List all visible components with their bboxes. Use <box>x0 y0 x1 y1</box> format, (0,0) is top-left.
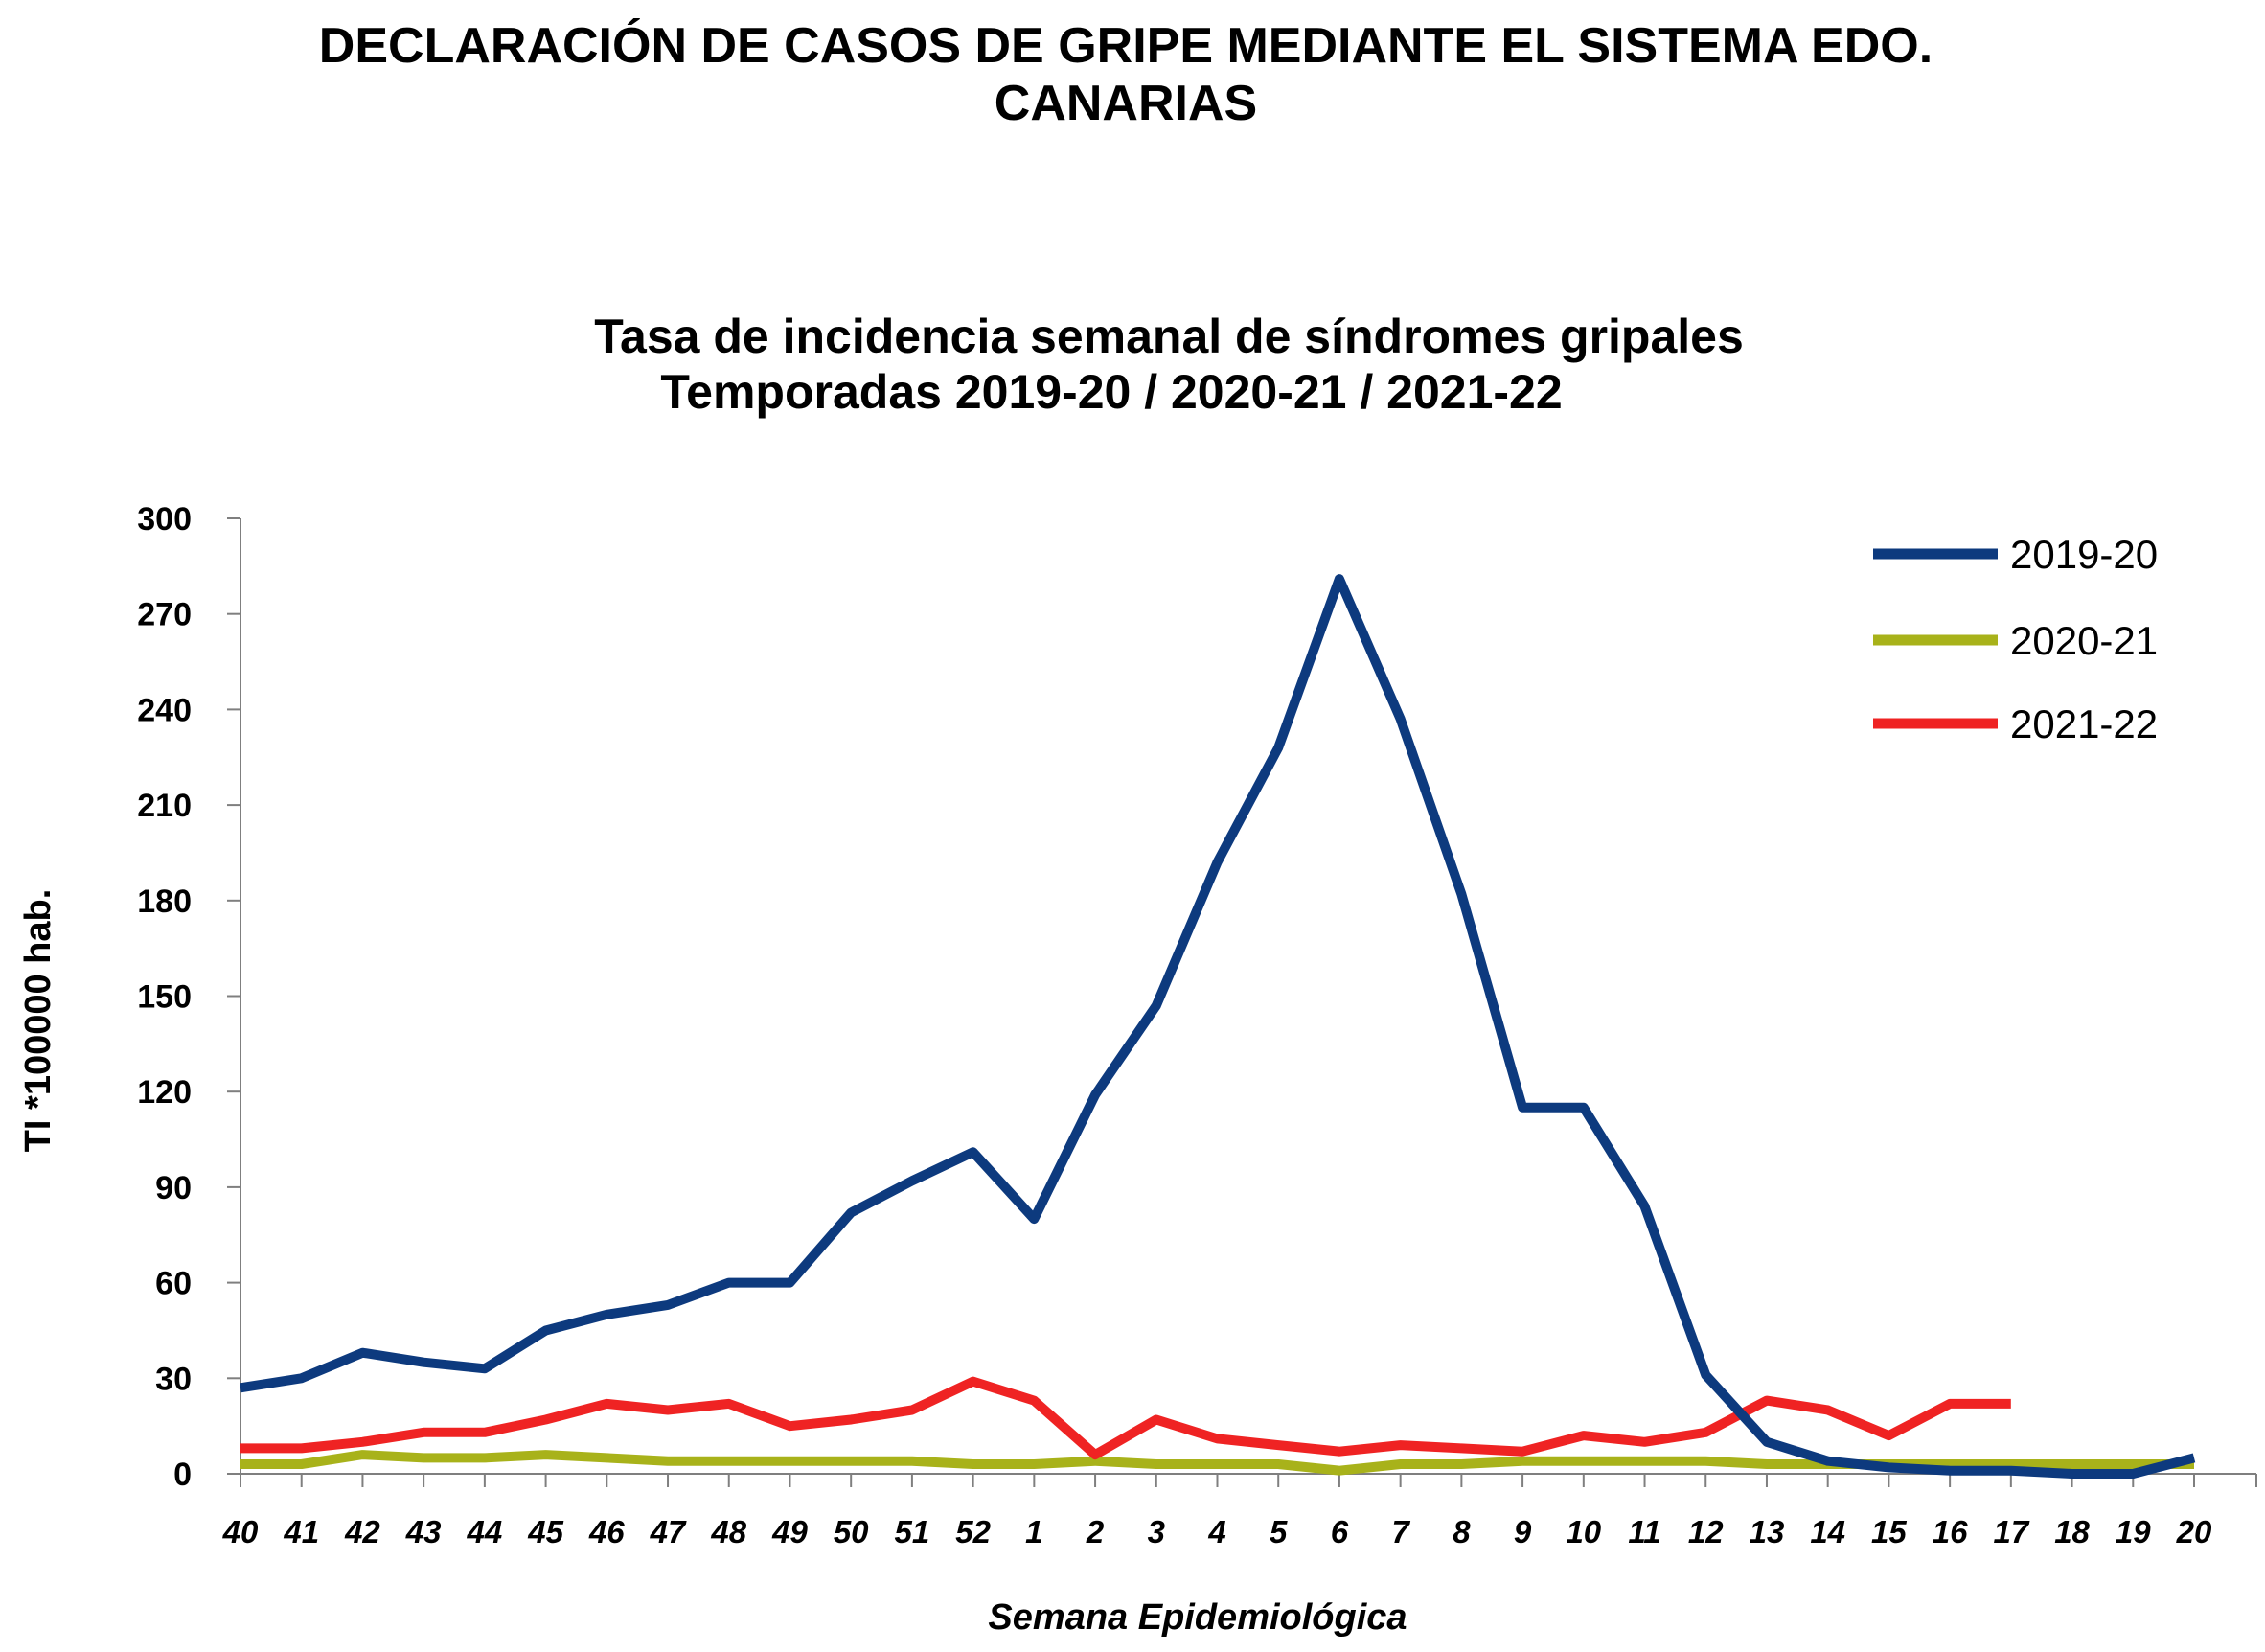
y-tick-label: 270 <box>137 597 192 633</box>
x-tick-label: 9 <box>1514 1514 1532 1549</box>
y-tick-label: 0 <box>173 1457 192 1493</box>
x-tick-label: 43 <box>405 1514 442 1549</box>
x-tick-label: 14 <box>1810 1514 1845 1549</box>
x-axis-label: Semana Epidemiológica <box>988 1597 1407 1638</box>
x-tick-label: 49 <box>771 1514 808 1549</box>
x-tick-label: 6 <box>1331 1514 1349 1549</box>
x-tick-label: 41 <box>283 1514 319 1549</box>
x-tick-label: 52 <box>955 1514 991 1549</box>
y-tick-label: 210 <box>137 788 192 824</box>
y-tick-label: 240 <box>137 692 192 728</box>
legend-label-2021-22: 2021-22 <box>2010 701 2158 746</box>
x-tick-label: 10 <box>1566 1514 1601 1549</box>
x-tick-label: 12 <box>1688 1514 1724 1549</box>
legend-label-2019-20: 2019-20 <box>2010 532 2158 577</box>
x-tick-label: 1 <box>1025 1514 1042 1549</box>
x-tick-label: 20 <box>2176 1514 2212 1549</box>
x-tick-label: 15 <box>1871 1514 1907 1549</box>
x-tick-label: 48 <box>710 1514 746 1549</box>
x-tick-label: 51 <box>895 1514 930 1549</box>
x-tick-label: 2 <box>1086 1514 1105 1549</box>
y-tick-label: 180 <box>137 883 192 920</box>
page-title: DECLARACIÓN DE CASOS DE GRIPE MEDIANTE E… <box>287 17 1964 132</box>
y-axis-label: TI *100000 hab. <box>18 889 58 1153</box>
x-tick-label: 17 <box>1993 1514 2029 1549</box>
chart-title: Tasa de incidencia semanal de síndromes … <box>594 310 1744 363</box>
y-tick-label: 120 <box>137 1074 192 1111</box>
y-tick-label: 300 <box>137 501 192 538</box>
page-title-line2: CANARIAS <box>994 76 1258 131</box>
x-tick-label: 45 <box>527 1514 563 1549</box>
x-tick-label: 13 <box>1750 1514 1785 1549</box>
y-tick-label: 90 <box>155 1170 192 1206</box>
x-tick-label: 16 <box>1933 1514 1968 1549</box>
x-tick-label: 19 <box>2116 1514 2151 1549</box>
x-tick-label: 7 <box>1391 1514 1410 1549</box>
page-title-line1: DECLARACIÓN DE CASOS DE GRIPE MEDIANTE E… <box>318 18 1933 74</box>
x-tick-label: 4 <box>1207 1514 1225 1549</box>
x-tick-label: 18 <box>2054 1514 2090 1549</box>
x-tick-label: 47 <box>650 1514 687 1549</box>
x-tick-label: 50 <box>834 1514 869 1549</box>
x-tick-label: 44 <box>467 1514 503 1549</box>
x-tick-label: 8 <box>1453 1514 1471 1549</box>
chart-title-block: Tasa de incidencia semanal de síndromes … <box>498 309 1840 420</box>
x-tick-label: 46 <box>588 1514 625 1549</box>
y-tick-label: 150 <box>137 979 192 1016</box>
y-tick-label: 30 <box>155 1361 192 1397</box>
x-tick-label: 11 <box>1628 1514 1660 1549</box>
chart-subtitle: Temporadas 2019-20 / 2020-21 / 2021-22 <box>660 365 1563 419</box>
series-line-2019-20 <box>240 574 2196 1479</box>
x-tick-label: 3 <box>1148 1514 1165 1549</box>
y-tick-label: 60 <box>155 1266 192 1302</box>
legend-label-2020-21: 2020-21 <box>2010 618 2158 663</box>
x-tick-label: 42 <box>344 1514 380 1549</box>
x-tick-label: 5 <box>1270 1514 1288 1549</box>
x-tick-label: 40 <box>222 1514 259 1549</box>
series-line-2021-22 <box>240 1376 2011 1460</box>
